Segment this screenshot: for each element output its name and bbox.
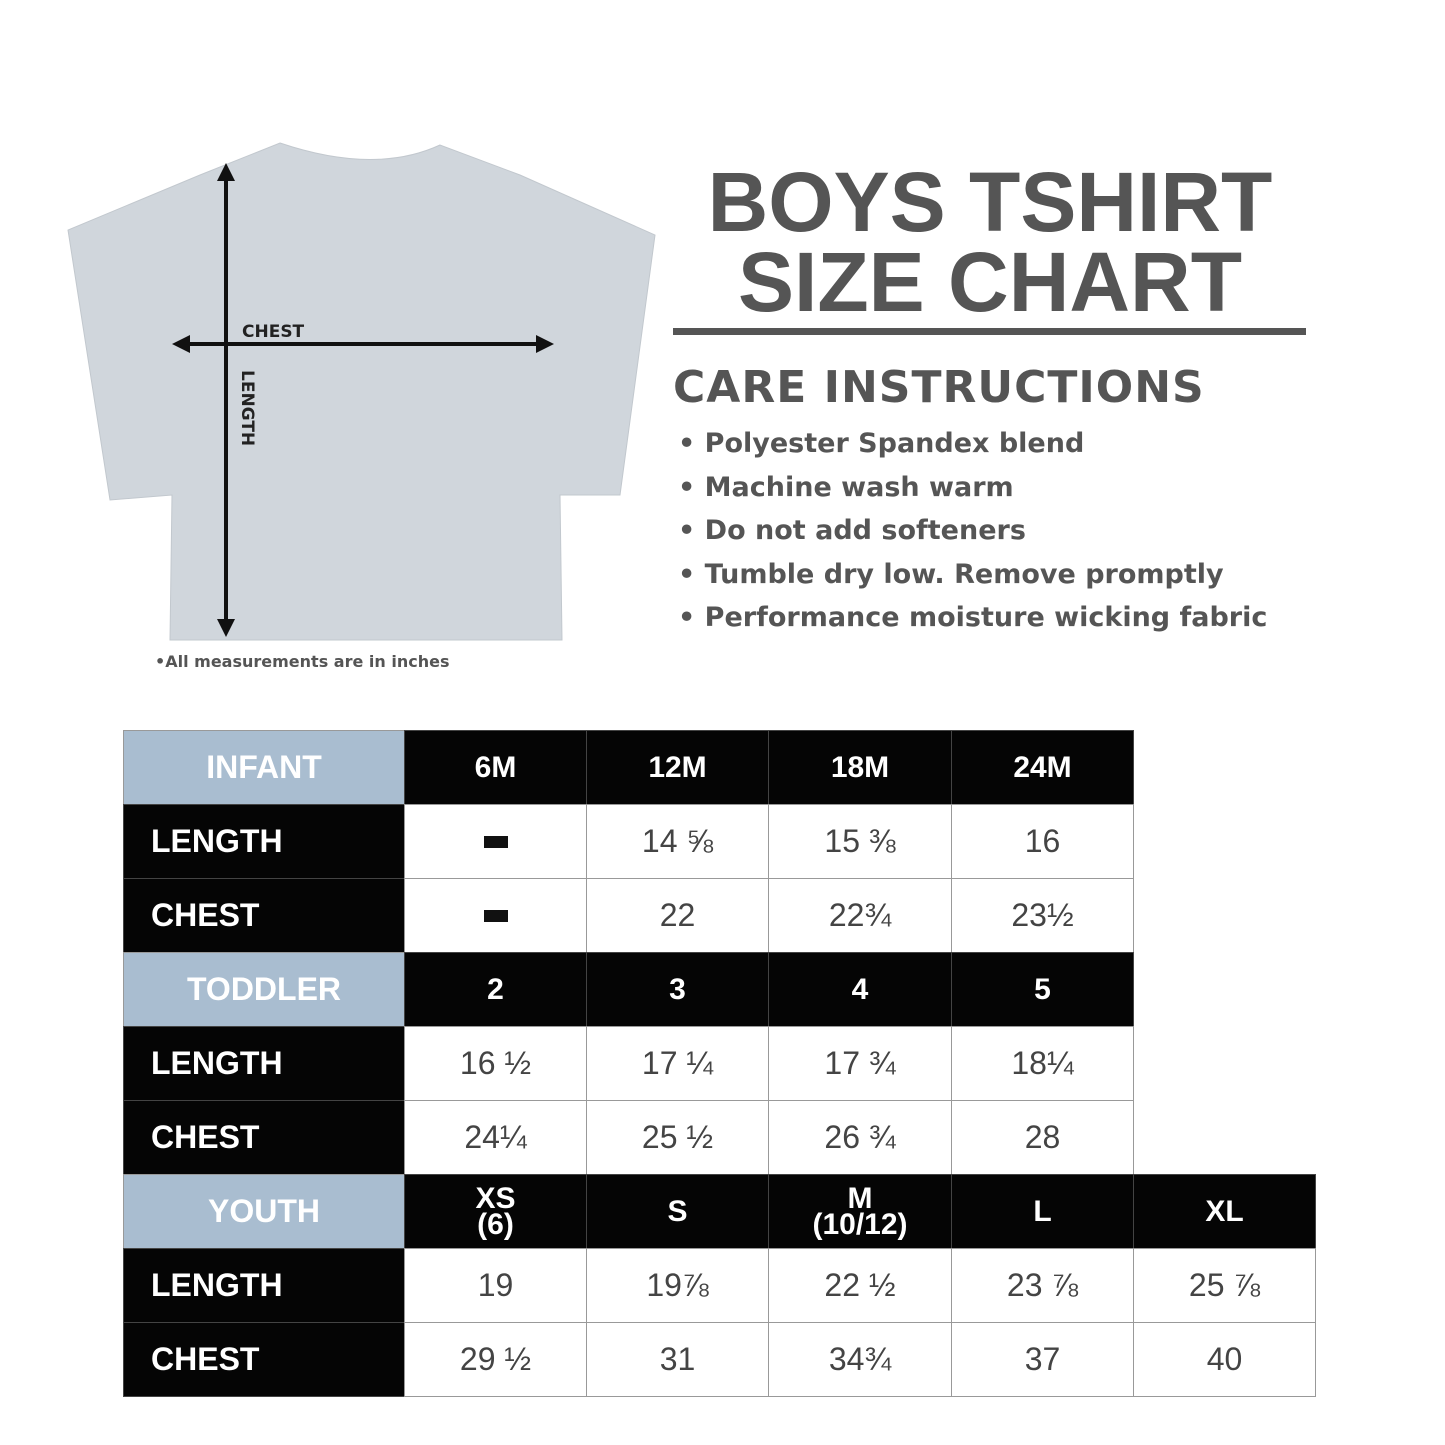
measurement-cell: 24¼ <box>404 1100 587 1175</box>
measurement-cell: 16 ½ <box>404 1026 587 1101</box>
measurement-cell: 37 <box>951 1322 1134 1397</box>
size-header: XL <box>1133 1174 1316 1249</box>
care-item: Tumble dry low. Remove promptly <box>678 559 1224 590</box>
size-header: XS (6) <box>404 1174 587 1249</box>
dash-icon <box>483 909 508 922</box>
size-header: L <box>951 1174 1134 1249</box>
measurement-cell: 25 ⅞ <box>1133 1248 1316 1323</box>
size-header: M (10/12) <box>768 1174 952 1249</box>
measurement-cell: 25 ½ <box>586 1100 769 1175</box>
row-label: CHEST <box>123 1322 405 1397</box>
measurement-cell: 40 <box>1133 1322 1316 1397</box>
care-item: Performance moisture wicking fabric <box>678 602 1268 633</box>
care-item: Do not add softeners <box>678 515 1026 546</box>
size-header: S <box>586 1174 769 1249</box>
measurement-cell: 31 <box>586 1322 769 1397</box>
row-label: CHEST <box>123 1100 405 1175</box>
measurement-cell: 18¼ <box>951 1026 1134 1101</box>
measurement-cell <box>404 804 587 879</box>
measurement-cell: 22¾ <box>768 878 952 953</box>
care-item: Polyester Spandex blend <box>678 428 1085 459</box>
measurement-cell: 16 <box>951 804 1134 879</box>
care-instructions-heading: CARE INSTRUCTIONS <box>673 362 1205 413</box>
section-header: TODDLER <box>123 952 405 1027</box>
measurement-cell: 19⅞ <box>586 1248 769 1323</box>
title-divider <box>673 328 1306 335</box>
chest-arrow-right <box>536 335 554 353</box>
title-line-1: BOYS TSHIRT <box>707 155 1273 249</box>
measurement-cell: 22 <box>586 878 769 953</box>
dash-icon <box>483 835 508 848</box>
size-header: 4 <box>768 952 952 1027</box>
section-header: INFANT <box>123 730 405 805</box>
chest-label: CHEST <box>242 322 305 342</box>
size-header: 3 <box>586 952 769 1027</box>
measurement-cell: 34¾ <box>768 1322 952 1397</box>
measurement-cell: 28 <box>951 1100 1134 1175</box>
size-header: 18M <box>768 730 952 805</box>
measurement-cell: 15 ⅜ <box>768 804 952 879</box>
care-item: Machine wash warm <box>678 472 1014 503</box>
row-label: LENGTH <box>123 1248 405 1323</box>
size-header: 2 <box>404 952 587 1027</box>
section-header: YOUTH <box>123 1174 405 1249</box>
row-label: LENGTH <box>123 1026 405 1101</box>
size-header: 5 <box>951 952 1134 1027</box>
measurement-cell: 23 ⅞ <box>951 1248 1134 1323</box>
measurement-note: •All measurements are in inches <box>155 652 450 671</box>
size-header: 12M <box>586 730 769 805</box>
length-arrow-bottom <box>217 619 235 637</box>
length-label: LENGTH <box>237 370 257 446</box>
chest-arrow-left <box>172 335 190 353</box>
tshirt-diagram: CHEST LENGTH <box>67 142 656 641</box>
row-label: LENGTH <box>123 804 405 879</box>
title-line-2: SIZE CHART <box>738 235 1242 329</box>
measurement-cell: 22 ½ <box>768 1248 952 1323</box>
length-arrow-top <box>217 163 235 181</box>
measurement-cell: 14 ⅝ <box>586 804 769 879</box>
measurement-cell: 17 ¾ <box>768 1026 952 1101</box>
size-header: 6M <box>404 730 587 805</box>
measurement-cell: 17 ¼ <box>586 1026 769 1101</box>
measurement-cell: 23½ <box>951 878 1134 953</box>
size-header: 24M <box>951 730 1134 805</box>
measurement-cell: 26 ¾ <box>768 1100 952 1175</box>
measurement-cell: 29 ½ <box>404 1322 587 1397</box>
measurement-cell: 19 <box>404 1248 587 1323</box>
measurement-cell <box>404 878 587 953</box>
tshirt-shape <box>67 142 656 641</box>
row-label: CHEST <box>123 878 405 953</box>
